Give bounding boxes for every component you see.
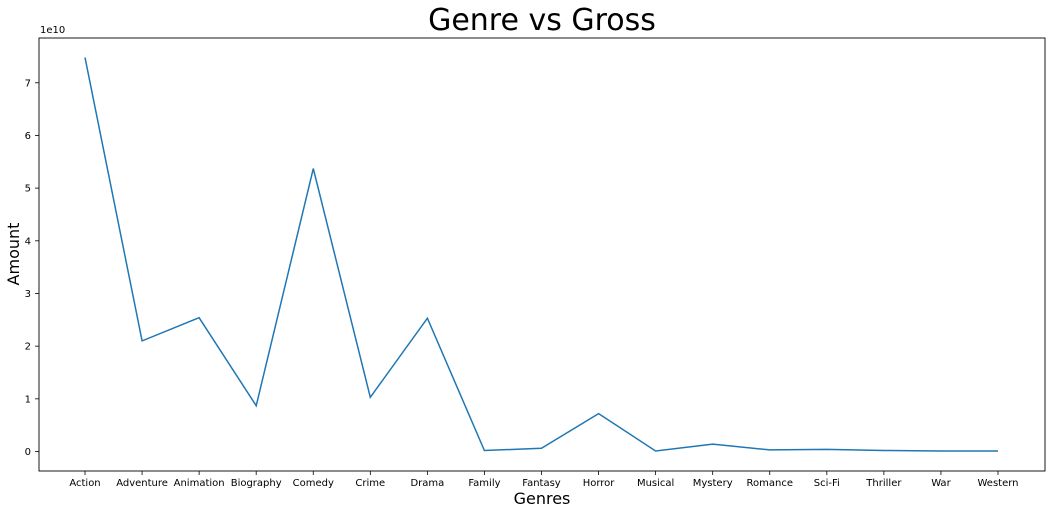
x-axis: Action Adventure Animation Biography Comedy C… — [69, 471, 1019, 489]
x-tick-label: Horror — [583, 478, 616, 489]
y-offset-label: 1e10 — [40, 25, 65, 36]
y-tick-label: 0 — [25, 447, 31, 458]
y-tick-label: 5 — [25, 184, 31, 195]
plot-frame — [38, 37, 1046, 472]
x-tick-label: War — [931, 478, 951, 489]
x-tick-label: Comedy — [293, 478, 334, 489]
x-tick-label: Western — [977, 478, 1018, 489]
y-tick-label: 1 — [25, 394, 31, 405]
x-tick-label: Sci-Fi — [814, 478, 840, 489]
y-axis: 0 1 2 3 4 5 6 7 — [25, 78, 39, 458]
series-line — [84, 57, 998, 452]
y-tick-label: 2 — [25, 342, 31, 353]
x-tick-label: Drama — [410, 478, 444, 489]
chart-title: Genre vs Gross — [428, 3, 656, 38]
y-tick-label: 4 — [25, 236, 31, 247]
x-axis-label: Genres — [514, 489, 571, 508]
x-tick-label: Romance — [747, 478, 793, 489]
x-tick-label: Adventure — [116, 478, 168, 489]
x-tick-label: Animation — [174, 478, 225, 489]
y-tick-label: 3 — [25, 289, 31, 300]
x-tick-label: Biography — [231, 478, 282, 489]
x-tick-label: Fantasy — [522, 478, 561, 489]
x-tick-label: Mystery — [693, 478, 733, 489]
x-tick-label: Family — [468, 478, 500, 489]
x-tick-label: Musical — [637, 478, 674, 489]
y-tick-label: 7 — [25, 78, 31, 89]
x-tick-label: Crime — [355, 478, 385, 489]
x-tick-label: Thriller — [865, 478, 902, 489]
y-tick-label: 6 — [25, 131, 31, 142]
y-axis-label: Amount — [4, 223, 23, 286]
x-tick-label: Action — [69, 478, 100, 489]
